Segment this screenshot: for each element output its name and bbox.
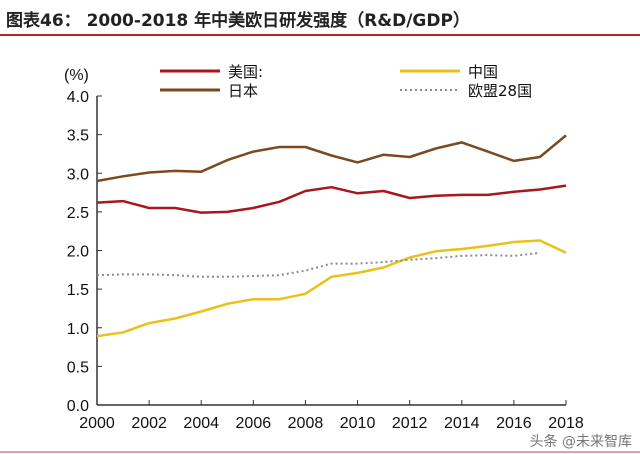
series-line-日本 [96, 134, 567, 183]
y-tick-label: 3.0 [67, 166, 89, 183]
x-tick-label: 2014 [444, 415, 480, 432]
x-tick-label: 2000 [79, 415, 115, 432]
y-tick-label: 4.0 [67, 89, 89, 106]
x-tick-label: 2002 [131, 415, 167, 432]
series-line-美国: [96, 184, 567, 214]
title-divider [0, 34, 640, 36]
y-tick-label: 2.0 [67, 244, 89, 261]
x-tick-label: 2016 [496, 415, 532, 432]
bottom-divider [0, 451, 640, 453]
legend-label: 中国 [468, 63, 498, 81]
x-tick-label: 2012 [392, 415, 428, 432]
x-tick-label: 2004 [183, 415, 219, 432]
series-line-中国 [96, 239, 567, 338]
legend-label: 美国: [228, 63, 263, 81]
x-tick-label: 2018 [548, 415, 584, 432]
x-tick-label: 2006 [236, 415, 272, 432]
y-tick-label: 1.5 [67, 282, 89, 299]
watermark: 头条 @未来智库 [529, 434, 632, 450]
legend-label: 日本 [228, 82, 258, 100]
y-tick-label: 0.0 [67, 398, 89, 415]
y-tick-label: 1.0 [67, 321, 89, 338]
y-axis-unit: (%) [64, 67, 89, 84]
y-tick-label: 0.5 [67, 359, 89, 376]
y-tick-label: 2.5 [67, 205, 89, 222]
y-tick-label: 3.5 [67, 128, 89, 145]
x-tick-label: 2008 [288, 415, 324, 432]
legend-label: 欧盟28国 [468, 82, 532, 100]
chart-title: 图表46： 2000-2018 年中美欧日研发强度（R&D/GDP） [6, 11, 470, 31]
series-line-欧盟28国 [96, 251, 541, 278]
x-tick-label: 2010 [340, 415, 376, 432]
